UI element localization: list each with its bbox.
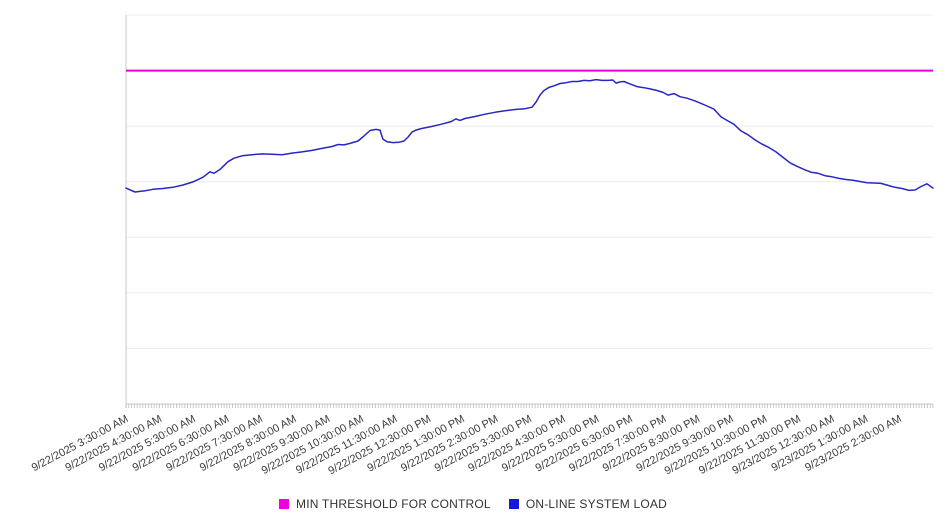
legend-label-threshold: MIN THRESHOLD FOR CONTROL	[296, 497, 491, 511]
legend-label-load: ON-LINE SYSTEM LOAD	[525, 497, 667, 511]
legend-swatch-load-icon	[508, 499, 519, 509]
legend-item-online-system-load[interactable]: ON-LINE SYSTEM LOAD	[508, 497, 667, 511]
legend-swatch-threshold-icon	[279, 499, 290, 509]
legend-item-min-threshold-for-control[interactable]: MIN THRESHOLD FOR CONTROL	[279, 497, 491, 511]
chart-legend: MIN THRESHOLD FOR CONTROL ON-LINE SYSTEM…	[0, 497, 946, 511]
load-line	[125, 78, 934, 193]
